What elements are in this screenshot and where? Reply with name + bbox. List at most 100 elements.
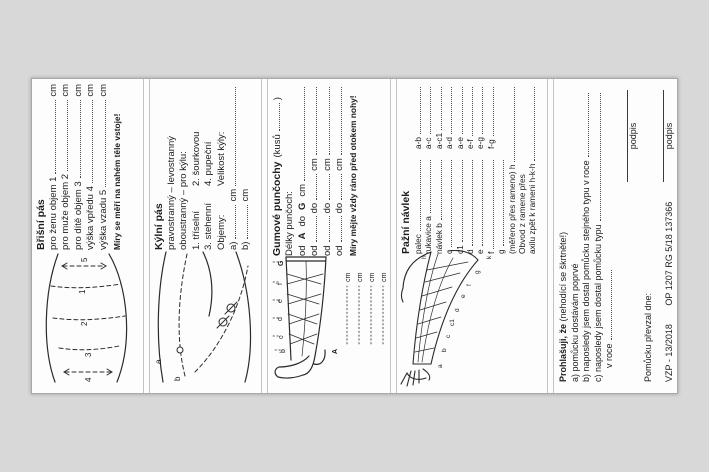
figure-label: d [277, 317, 284, 321]
figure-label: h [421, 255, 428, 259]
panel-brisni-pas: 1 2 3 4 5 Břišní pás pro ženu objem 1 cm … [32, 79, 143, 393]
figure-label: A [332, 349, 339, 354]
measure-row: výška vpředu 4 cm [85, 84, 97, 250]
figure-label: d [454, 308, 461, 312]
measurement-note: Míry se měří na nahém těle vstoje! [112, 113, 123, 250]
figure-unit: cm [381, 273, 387, 283]
range-row: od do cm [309, 84, 321, 256]
option-pair: Objemy:Velikost kýly: [215, 131, 227, 250]
circumference-line: axilu zpět k rameni h-k-h [527, 84, 537, 254]
dotted-field [581, 93, 590, 158]
panel-title: Gumové punčochy [271, 161, 283, 256]
received-date-label: Pomůcku převzal dne: [642, 292, 653, 382]
dotted-field [321, 87, 330, 156]
dotted-field [413, 87, 421, 134]
shoulder-measure-row: (měřeno přes rameno) h [506, 84, 517, 254]
figure-label: 5 [80, 257, 89, 262]
dotted-field [423, 160, 432, 214]
dotted-field [444, 160, 453, 247]
dotted-field [321, 216, 330, 243]
lengths-label: Délky punčoch: [284, 191, 296, 256]
measure-row: pro dítě objem 3 cm [72, 84, 84, 250]
dotted-field [334, 216, 343, 243]
range-row: od do cm [321, 84, 334, 256]
dotted-field [48, 99, 56, 174]
dotted-field [85, 99, 94, 184]
measure-row: výška vzadu 5 cm [97, 84, 109, 250]
panel-prohlaseni: Prohlašuji, že (nehodící se škrtněte!) a… [554, 79, 676, 393]
figure-label: b [441, 348, 448, 352]
fold-line [390, 79, 397, 393]
dotted-field [475, 87, 484, 134]
figure-label: 4 [84, 377, 93, 382]
figure-label: c [445, 334, 452, 338]
measure-column-spans: a-b a-c a-c1 a-d a-e e-f e-g f-g [413, 84, 507, 157]
dotted-field [228, 87, 237, 186]
option-pair: 1. tříselní2. šourkovou [190, 131, 202, 250]
dotted-field [309, 87, 318, 156]
panel-kylni-pas: a b Kýlní pás pravostranný – levostranný… [150, 79, 261, 393]
declaration-title: Prohlašuji, že (nehodící se škrtněte!) [558, 231, 568, 382]
dotted-field [272, 103, 280, 132]
rubber-stocking-figure: G f e d c b A cm cm cm cm [269, 250, 387, 388]
dotted-field [604, 270, 613, 341]
volume-row: b) cm [240, 188, 252, 250]
measure-column-points: palec rukavice a návlek b c c1 d e f g [413, 157, 507, 254]
dotted-field [465, 160, 474, 247]
dotted-field [413, 160, 421, 232]
dotted-field [433, 160, 442, 221]
dotted-field [309, 216, 318, 243]
figure-unit: cm [345, 273, 352, 283]
figure-label: e [277, 299, 284, 303]
signature-block-dispenser: podpis [655, 90, 675, 182]
declaration-item-c: c) naposledy jsem dostal pomůcku typu [592, 90, 605, 382]
form-code: VZP - 13/2018 [663, 324, 674, 382]
dotted-field [485, 160, 494, 249]
dotted-field [485, 87, 494, 137]
figure-unit: cm [369, 273, 376, 283]
abdominal-belt-figure: 1 2 3 4 5 [33, 248, 140, 388]
range-row: od A do G cm [296, 84, 309, 256]
range-row: od do cm [334, 84, 346, 256]
figure-label: a [437, 364, 444, 368]
dotted-field [228, 204, 237, 239]
signature-label: podpis [627, 122, 638, 150]
measure-row: pro ženu objem 1 cm [48, 84, 59, 250]
fold-line [547, 79, 554, 393]
figure-label: k [486, 255, 493, 259]
arm-sleeve-figure: a b c c1 d e f g h k [398, 250, 544, 388]
panel-title: Kýlní pás [153, 203, 165, 250]
dotted-field [321, 173, 330, 200]
signature-line [655, 90, 665, 182]
figure-label: g [474, 270, 481, 274]
hernia-belt-figure: a b [151, 248, 258, 388]
form-footer: VZP - 13/2018 OP 1207 RG 5/18 137366 [664, 202, 676, 382]
signature-label: podpis [664, 122, 675, 150]
figure-label: f [466, 284, 473, 286]
dotted-field [296, 87, 305, 181]
dotted-field [527, 87, 536, 161]
dotted-field [334, 173, 343, 200]
dotted-field [60, 99, 69, 171]
dotted-field [433, 87, 442, 130]
panel-title: Pažní návlek [400, 190, 412, 254]
panel-title: Břišní pás [35, 199, 47, 250]
dotted-field [97, 99, 106, 187]
figure-label: e [460, 294, 467, 298]
signature-block-patient: podpis [618, 90, 639, 182]
option-pair: 3. stehenní4. pupeční [203, 141, 215, 250]
declaration-year-row: v roce [604, 90, 616, 368]
panel-gumove-puncochy: G f e d c b A cm cm cm cm Gumové punčoch… [268, 79, 390, 393]
figure-label: f [277, 283, 284, 285]
panel-title-row: Gumové punčochy (kusů) [271, 97, 283, 256]
figure-label: 3 [84, 352, 93, 357]
fold-line [143, 79, 150, 393]
form-paper: 1 2 3 4 5 Břišní pás pro ženu objem 1 cm … [31, 78, 678, 394]
option-line: oboustranný – pro kýlu: [178, 151, 190, 250]
signature-line [618, 90, 628, 182]
figure-label: 1 [78, 289, 87, 294]
dotted-field [309, 173, 318, 200]
figure-label: a [154, 359, 163, 364]
fold-line [261, 79, 268, 393]
